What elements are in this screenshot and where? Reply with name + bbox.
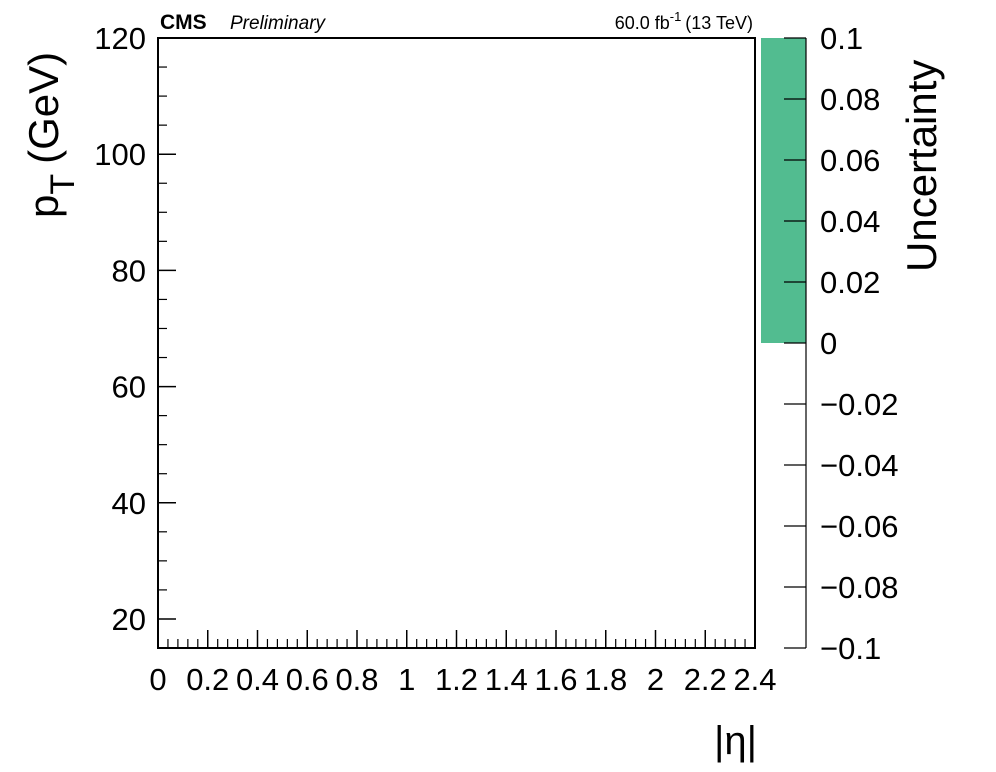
y-tick-label: 20 <box>112 602 146 637</box>
luminosity-value: 60.0 fb <box>615 13 670 33</box>
y-tick-label: 60 <box>112 370 146 405</box>
y-axis-title: pT (GeV) <box>20 52 82 218</box>
colorbar-title: Uncertainty <box>898 60 945 272</box>
colorbar-tick-label: 0 <box>820 326 837 361</box>
y-tick-label: 120 <box>94 21 146 56</box>
colorbar-tick-label: −0.04 <box>820 448 898 483</box>
x-tick-label: 0.6 <box>286 662 329 697</box>
x-tick-label: 0.8 <box>335 662 378 697</box>
colorbar-tick-label: −0.02 <box>820 387 898 422</box>
energy-label: (13 TeV) <box>685 13 753 33</box>
x-tick-label: 0 <box>149 662 166 697</box>
y-tick-label: 40 <box>112 486 146 521</box>
colorbar-tick-label: 0.08 <box>820 82 880 117</box>
colorbar-fill <box>761 38 806 343</box>
y-axis-title-unit: (GeV) <box>20 52 67 164</box>
y-tick-label: 80 <box>112 253 146 288</box>
x-axis-title: |η| <box>714 719 757 763</box>
y-axis-title-subscript: T <box>44 174 82 195</box>
colorbar-tick-label: 0.06 <box>820 143 880 178</box>
colorbar-tick-label: 0.04 <box>820 204 880 239</box>
x-tick-label: 0.4 <box>236 662 279 697</box>
status-label: Preliminary <box>230 13 327 34</box>
x-tick-label: 2 <box>647 662 664 697</box>
x-tick-label: 1.8 <box>584 662 627 697</box>
x-tick-label: 2.4 <box>733 662 776 697</box>
color-palette: 0.1 0.08 0.06 0.04 0.02 0 −0.02 −0.04 −0.06 −0.08… <box>761 21 898 666</box>
luminosity-label: 60.0 fb-1 (13 TeV) <box>615 9 753 33</box>
x-tick-label: 1.2 <box>435 662 478 697</box>
colorbar-tick-label: −0.1 <box>820 631 881 666</box>
x-tick-label: 1.4 <box>485 662 528 697</box>
y-tick-label: 100 <box>94 137 146 172</box>
x-tick-label: 0.2 <box>186 662 229 697</box>
experiment-label: CMS <box>160 11 207 34</box>
x-tick-label: 1.6 <box>534 662 577 697</box>
y-axis-title-main: p <box>20 195 67 218</box>
plot-frame <box>157 37 756 649</box>
x-tick-label: 2.2 <box>684 662 727 697</box>
colorbar-tick-label: −0.08 <box>820 570 898 605</box>
colorbar-tick-label: 0.02 <box>820 265 880 300</box>
colorbar-tick-label: 0.1 <box>820 21 863 56</box>
luminosity-exponent: -1 <box>670 9 682 24</box>
colorbar-tick-label: −0.06 <box>820 509 898 544</box>
x-tick-label: 1 <box>398 662 415 697</box>
